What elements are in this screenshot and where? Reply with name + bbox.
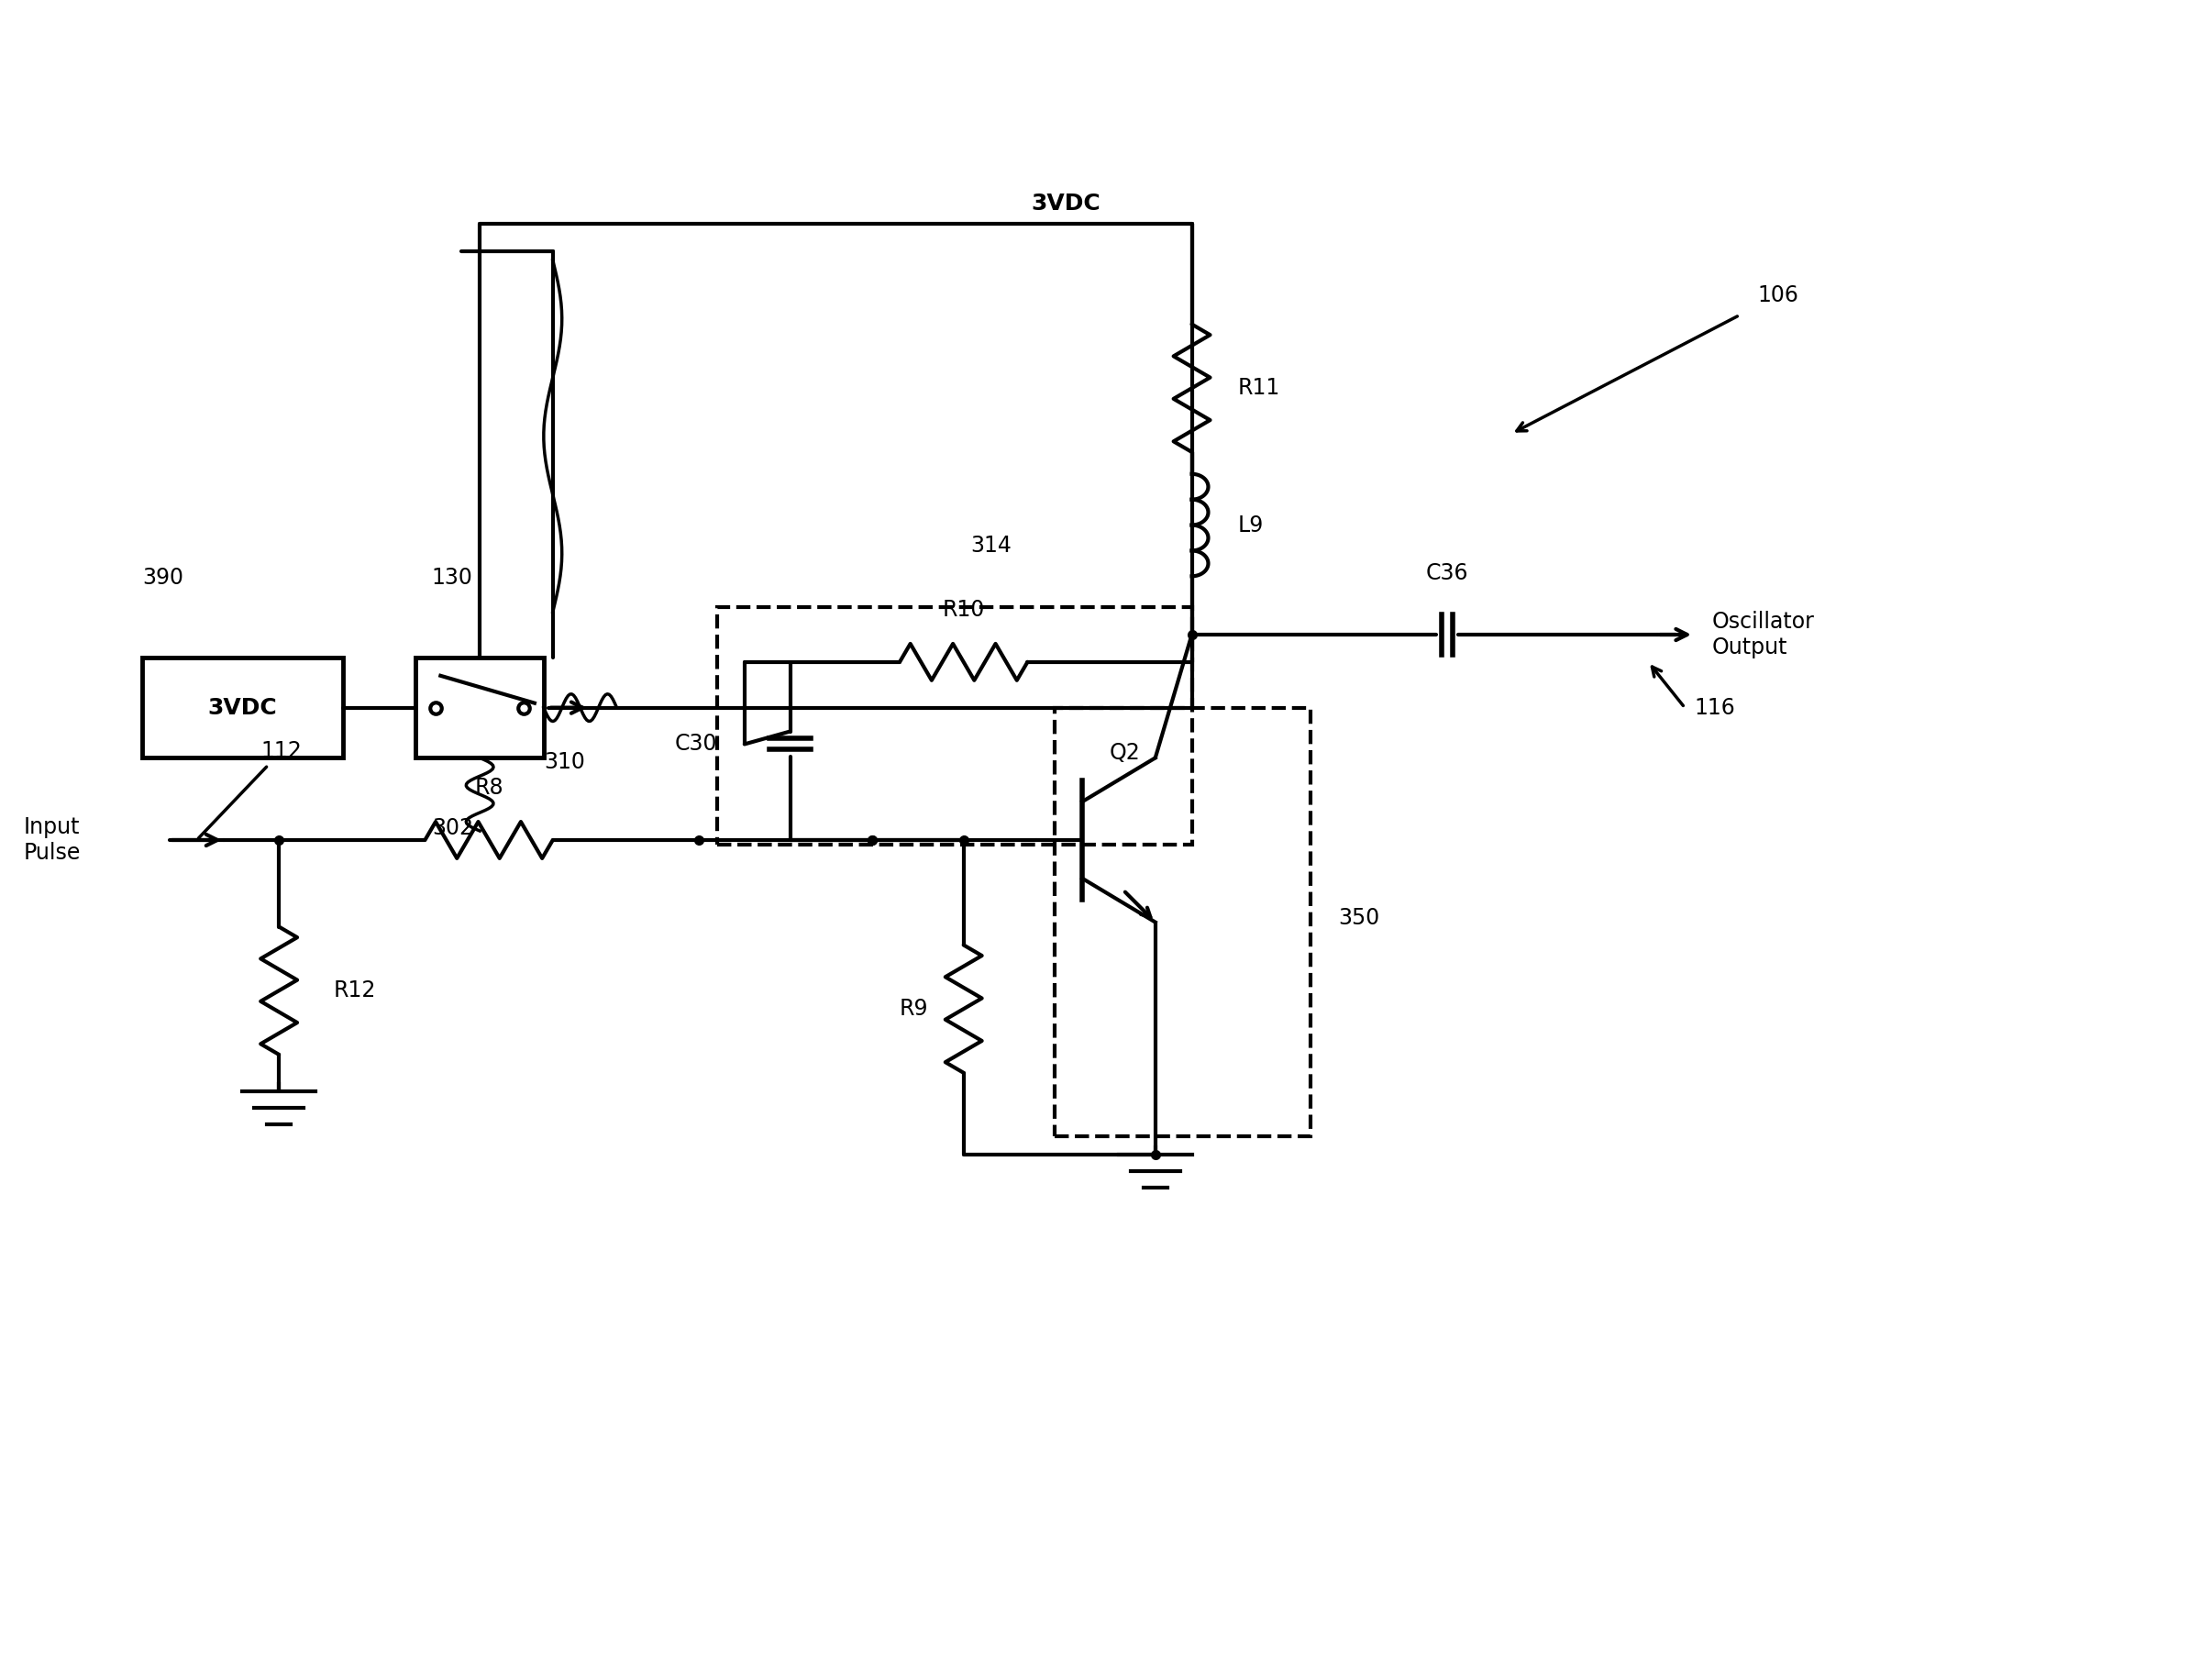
Text: 302: 302 <box>431 817 473 840</box>
Text: 130: 130 <box>431 568 473 590</box>
Text: R11: R11 <box>1237 377 1281 399</box>
Text: R9: R9 <box>900 999 929 1020</box>
Text: 350: 350 <box>1338 907 1380 929</box>
Text: 310: 310 <box>544 752 584 773</box>
Bar <box>416 658 544 758</box>
Text: R8: R8 <box>473 777 504 798</box>
Text: 3VDC: 3VDC <box>208 696 276 718</box>
Text: 390: 390 <box>142 568 184 590</box>
Text: 106: 106 <box>1759 284 1798 306</box>
Text: C36: C36 <box>1427 563 1469 584</box>
Text: 112: 112 <box>199 740 301 838</box>
Text: C30: C30 <box>675 733 717 755</box>
Text: R10: R10 <box>942 600 984 621</box>
Text: Oscillator
Output: Oscillator Output <box>1712 611 1814 658</box>
Text: 314: 314 <box>971 534 1011 558</box>
Bar <box>1055 708 1310 1137</box>
Bar <box>142 658 343 758</box>
Text: L9: L9 <box>1237 514 1263 536</box>
Text: 116: 116 <box>1694 696 1734 718</box>
Text: R12: R12 <box>334 980 376 1002</box>
Text: 3VDC: 3VDC <box>1031 192 1102 215</box>
Text: Q2: Q2 <box>1110 741 1141 765</box>
Bar <box>717 608 1192 845</box>
Text: Input
Pulse: Input Pulse <box>24 817 80 863</box>
